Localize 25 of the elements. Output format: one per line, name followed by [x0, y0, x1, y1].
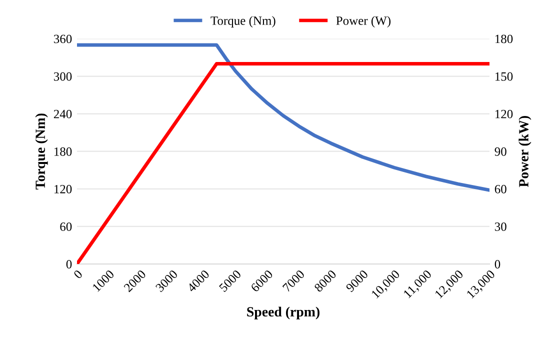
- y-tick-label: 0: [66, 260, 72, 268]
- y-tick-label: 240: [54, 110, 72, 118]
- y2-tick-label: 0: [494, 260, 500, 268]
- x-tick-label: 6000: [250, 269, 274, 292]
- x-tick-label: 7000: [282, 269, 305, 292]
- y-tick-label: 360: [54, 34, 72, 44]
- y-tick-label: 60: [60, 222, 72, 231]
- y-tick-label: 180: [54, 147, 72, 156]
- line-series: [77, 43, 490, 192]
- y2-tick-label: 150: [495, 72, 513, 81]
- y2-tick-label: 60: [494, 184, 506, 194]
- legend-label: Power (W): [336, 16, 391, 28]
- y-tick-label: 120: [54, 184, 72, 194]
- y2-axis-title: Power (kW): [518, 116, 532, 188]
- x-tick-label: 8000: [314, 269, 337, 292]
- y2-tick-label: 120: [495, 110, 513, 118]
- y2-tick-label: 30: [494, 222, 506, 231]
- y-tick-label: 300: [54, 72, 72, 81]
- legend-label: Torque (Nm): [210, 16, 276, 28]
- y2-tick-label: 90: [494, 147, 506, 156]
- y2-tick-label: 180: [495, 34, 513, 44]
- y-axis-title: Torque (Nm): [35, 114, 48, 190]
- x-tick-label: 4000: [186, 269, 210, 293]
- x-tick-label: 0: [73, 269, 83, 280]
- x-axis-title: Speed (rpm): [247, 306, 320, 320]
